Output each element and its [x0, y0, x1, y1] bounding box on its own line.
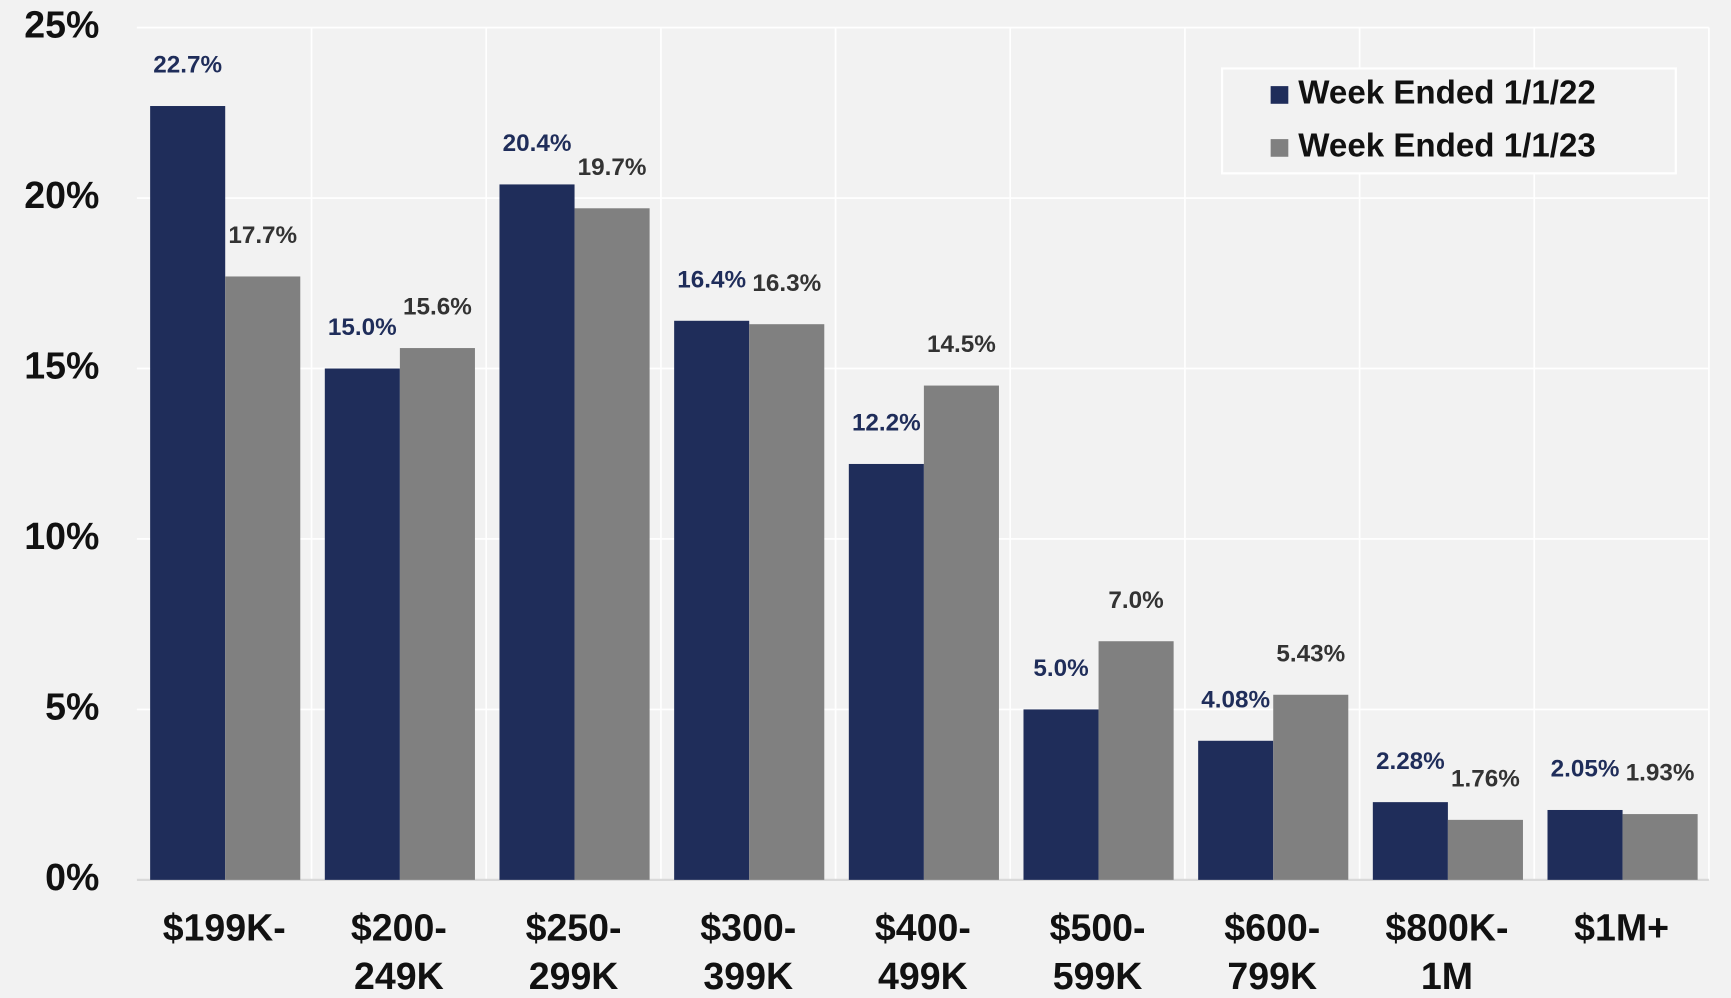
legend-swatch	[1270, 86, 1289, 104]
x-tick-label: $800K-	[1385, 907, 1508, 949]
bar	[848, 463, 924, 880]
bar	[923, 385, 999, 880]
bar	[1198, 740, 1274, 880]
value-label: 1.93%	[1626, 760, 1695, 787]
x-tick-label: $500-	[1050, 907, 1146, 949]
y-tick-label: 15%	[24, 344, 99, 386]
legend-box	[1220, 67, 1677, 175]
bar	[1547, 809, 1623, 880]
y-tick-label: 10%	[24, 515, 99, 557]
bar	[399, 348, 475, 880]
legend-label: Week Ended 1/1/22	[1298, 75, 1596, 112]
x-tick-label: $300-	[700, 907, 796, 949]
x-tick-label: $400-	[875, 907, 971, 949]
bar	[1273, 694, 1349, 880]
x-tick-label: 299K	[529, 955, 619, 997]
x-tick-label: 499K	[878, 955, 968, 997]
y-tick-label: 5%	[45, 685, 99, 727]
legend-swatch	[1270, 139, 1289, 157]
x-tick-label: $250-	[526, 907, 622, 949]
bar	[150, 106, 226, 880]
value-label: 19.7%	[578, 154, 647, 181]
x-tick-label: 1M	[1421, 955, 1473, 997]
value-label: 2.28%	[1376, 748, 1445, 775]
value-label: 1.76%	[1451, 766, 1520, 793]
bar	[1023, 709, 1099, 880]
value-label: 16.4%	[677, 266, 746, 293]
legend-label: Week Ended 1/1/23	[1298, 128, 1596, 165]
value-label: 20.4%	[503, 130, 572, 157]
x-tick-label: $1M+	[1574, 907, 1669, 949]
y-tick-label: 0%	[45, 856, 99, 898]
bar	[1372, 802, 1448, 880]
x-tick-label: 249K	[354, 955, 444, 997]
y-tick-label: 20%	[24, 174, 99, 216]
y-tick-label: 25%	[24, 4, 99, 46]
bar	[1447, 819, 1523, 880]
value-label: 15.0%	[328, 314, 397, 341]
value-label: 7.0%	[1108, 587, 1163, 614]
bar	[1098, 641, 1174, 880]
value-label: 16.3%	[752, 270, 821, 297]
value-label: 5.0%	[1033, 655, 1088, 682]
x-tick-label: $200-	[351, 907, 447, 949]
x-tick-label: $199K-	[163, 907, 286, 949]
value-label: 2.05%	[1551, 756, 1620, 783]
value-label: 14.5%	[927, 331, 996, 358]
bar	[499, 184, 575, 880]
value-label: 4.08%	[1201, 686, 1270, 713]
bar	[749, 324, 825, 880]
bar	[574, 208, 650, 880]
x-tick-label: 599K	[1053, 955, 1143, 997]
value-label: 22.7%	[153, 52, 222, 79]
bar	[1622, 814, 1698, 880]
x-tick-label: 399K	[703, 955, 793, 997]
bar	[324, 368, 400, 880]
value-label: 5.43%	[1276, 640, 1345, 667]
bar	[674, 320, 750, 880]
value-label: 12.2%	[852, 410, 921, 437]
bar	[225, 276, 301, 880]
x-tick-label: $600-	[1224, 907, 1320, 949]
value-label: 15.6%	[403, 294, 472, 321]
x-tick-label: 799K	[1227, 955, 1317, 997]
value-label: 17.7%	[228, 222, 297, 249]
